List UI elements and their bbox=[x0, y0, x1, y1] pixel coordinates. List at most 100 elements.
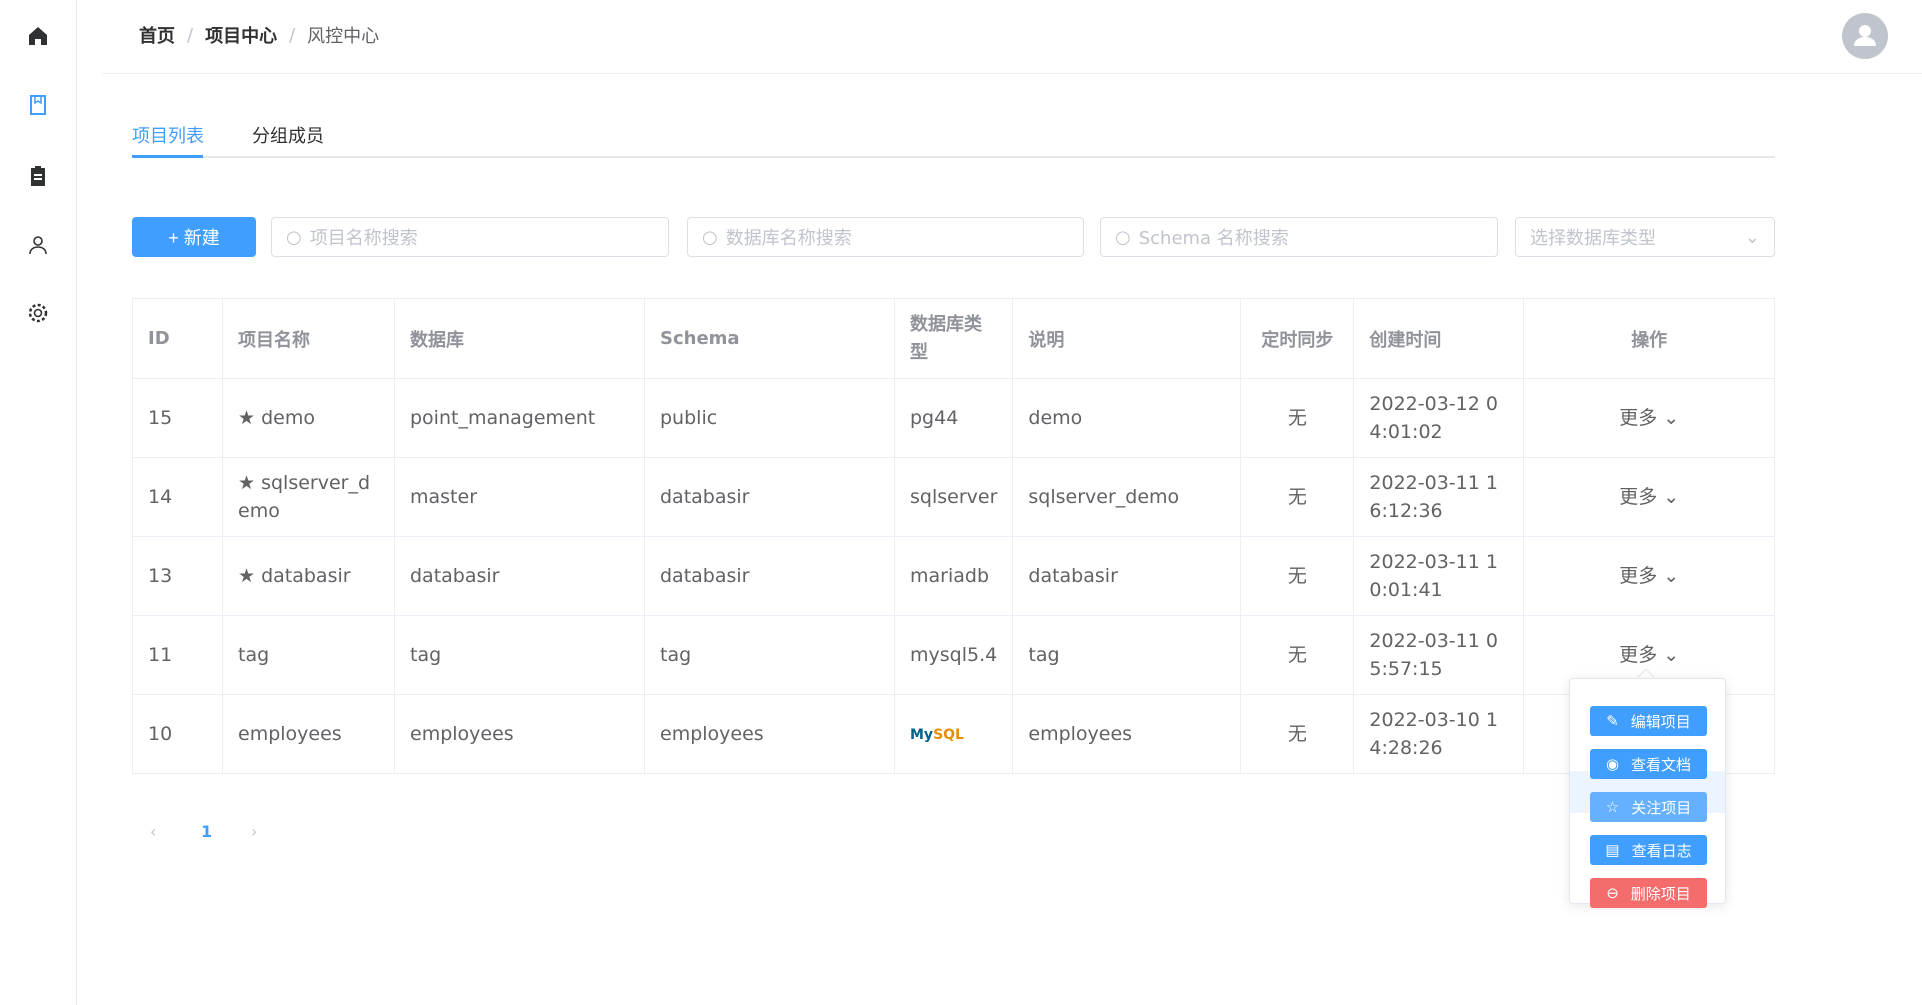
cell-id: 11 bbox=[132, 615, 223, 695]
tab-active-bar bbox=[132, 155, 203, 158]
eye-icon: ◉ bbox=[1605, 756, 1620, 773]
cell-db-type: mysql5.4 bbox=[910, 644, 998, 666]
chevron-down-icon: ⌄ bbox=[1744, 226, 1760, 248]
dropdown-item-document[interactable]: ▤ 查看日志 bbox=[1590, 835, 1707, 865]
project-table: ID 项目名称 数据库 Schema 数据库类型 说明 定时同步 创建时间 操作… bbox=[132, 298, 1775, 774]
remove-icon: ⊖ bbox=[1606, 885, 1619, 902]
header-schema: Schema bbox=[644, 298, 895, 379]
page-1[interactable]: 1 bbox=[201, 822, 213, 841]
avatar[interactable] bbox=[1842, 13, 1888, 59]
cell-database: point_management bbox=[394, 378, 645, 458]
home-icon[interactable] bbox=[26, 24, 50, 48]
cell-sync: 无 bbox=[1240, 457, 1355, 537]
project-name-search-input[interactable]: ○ 项目名称搜索 bbox=[271, 217, 669, 257]
cell-created: 2022-03-11 10:01:41 bbox=[1353, 536, 1525, 616]
sidebar bbox=[0, 0, 77, 1005]
cell-database: master bbox=[394, 457, 645, 537]
table-row: 10 employees employees employees MySQL employ… bbox=[132, 694, 1775, 774]
search-icon: ○ bbox=[286, 226, 302, 248]
cell-id: 13 bbox=[132, 536, 223, 616]
star-icon: ★ bbox=[238, 472, 262, 494]
cell-database: tag bbox=[394, 615, 645, 695]
cell-created: 2022-03-11 05:57:15 bbox=[1353, 615, 1525, 695]
header-created: 创建时间 bbox=[1353, 298, 1525, 379]
table-row: 15 ★ demo point_management public pg44 demo 无 2… bbox=[132, 378, 1775, 458]
clipboard-icon[interactable] bbox=[26, 164, 50, 188]
cell-created: 2022-03-12 04:01:02 bbox=[1353, 378, 1525, 458]
schema-name-search-input[interactable]: ○ Schema 名称搜索 bbox=[1100, 217, 1498, 257]
header-name: 项目名称 bbox=[222, 298, 395, 379]
cell-created: 2022-03-10 14:28:26 bbox=[1353, 694, 1525, 774]
cell-created: 2022-03-11 16:12:36 bbox=[1353, 457, 1525, 537]
tabs: 项目列表 分组成员 bbox=[132, 118, 1775, 158]
cell-desc: sqlserver_demo bbox=[1012, 457, 1242, 537]
edit-icon: ✎ bbox=[1606, 713, 1619, 730]
cell-desc: tag bbox=[1012, 615, 1242, 695]
cell-id: 14 bbox=[132, 457, 223, 537]
cell-db-type: mariadb bbox=[910, 565, 990, 587]
header-actions: 操作 bbox=[1523, 298, 1775, 379]
cell-id: 10 bbox=[132, 694, 223, 774]
tab-project-list[interactable]: 项目列表 bbox=[132, 126, 204, 147]
cell-schema: employees bbox=[644, 694, 895, 774]
star-icon: ☆ bbox=[1605, 799, 1620, 816]
user-avatar-icon bbox=[1854, 25, 1876, 46]
cell-name[interactable]: employees bbox=[222, 694, 395, 774]
next-page-button[interactable]: › bbox=[251, 822, 258, 841]
more-dropdown-button[interactable]: 更多 ⌄ bbox=[1619, 565, 1680, 587]
header-database: 数据库 bbox=[394, 298, 645, 379]
header-desc: 说明 bbox=[1012, 298, 1242, 379]
more-dropdown-button[interactable]: 更多 ⌄ bbox=[1619, 644, 1680, 666]
mysql-logo: MySQL bbox=[910, 727, 964, 743]
cell-name[interactable]: tag bbox=[222, 615, 395, 695]
database-name-search-input[interactable]: ○ 数据库名称搜索 bbox=[687, 217, 1084, 257]
dropdown-item-edit[interactable]: ✎ 编辑项目 bbox=[1590, 706, 1707, 736]
cell-name[interactable]: ★ databasir bbox=[222, 536, 395, 616]
cell-id: 15 bbox=[132, 378, 223, 458]
search-icon: ○ bbox=[702, 226, 718, 248]
table-row: 14 ★ sqlserver_demo master databasir sqlserv… bbox=[132, 457, 1775, 537]
tab-group-members[interactable]: 分组成员 bbox=[252, 126, 324, 147]
breadcrumb: 首页 / 项目中心 / 风控中心 bbox=[139, 22, 379, 48]
cell-db-type: sqlserver bbox=[910, 486, 998, 508]
table-row: 11 tag tag tag mysql5.4 tag 无 2022-03-11 05:57:… bbox=[132, 615, 1775, 695]
cell-schema: tag bbox=[644, 615, 895, 695]
more-dropdown-button[interactable]: 更多 ⌄ bbox=[1619, 407, 1680, 429]
cell-desc: demo bbox=[1012, 378, 1242, 458]
breadcrumb-project-center[interactable]: 项目中心 bbox=[205, 26, 278, 47]
dropdown-item-remove[interactable]: ⊖ 删除项目 bbox=[1590, 878, 1707, 908]
header-sync: 定时同步 bbox=[1240, 298, 1355, 379]
cell-db-type: pg44 bbox=[910, 407, 959, 429]
cell-sync: 无 bbox=[1240, 378, 1355, 458]
table-row: 13 ★ databasir databasir databasir mariadb da… bbox=[132, 536, 1775, 616]
prev-page-button[interactable]: ‹ bbox=[150, 822, 157, 841]
cell-name[interactable]: ★ demo bbox=[222, 378, 395, 458]
star-icon: ★ bbox=[238, 407, 262, 429]
header-db-type: 数据库类型 bbox=[893, 298, 1014, 379]
breadcrumb-home[interactable]: 首页 bbox=[139, 26, 175, 47]
header-divider bbox=[102, 73, 1922, 74]
new-project-button[interactable]: + 新建 bbox=[132, 217, 256, 257]
more-dropdown-button[interactable]: 更多 ⌄ bbox=[1619, 486, 1680, 508]
dropdown-item-eye[interactable]: ◉ 查看文档 bbox=[1590, 749, 1707, 779]
header-id: ID bbox=[132, 298, 223, 379]
cell-sync: 无 bbox=[1240, 694, 1355, 774]
cell-schema: public bbox=[644, 378, 895, 458]
user-icon[interactable] bbox=[26, 233, 50, 257]
cell-sync: 无 bbox=[1240, 536, 1355, 616]
cell-schema: databasir bbox=[644, 536, 895, 616]
book-icon[interactable] bbox=[26, 93, 50, 117]
gear-icon[interactable] bbox=[26, 301, 50, 325]
cell-desc: databasir bbox=[1012, 536, 1242, 616]
cell-desc: employees bbox=[1012, 694, 1242, 774]
more-dropdown-menu: ✎ 编辑项目 ◉ 查看文档 ☆ 关注项目 ▤ 查看日志 ⊖ 删除项目 bbox=[1569, 678, 1726, 908]
database-type-select[interactable]: 选择数据库类型 ⌄ bbox=[1515, 217, 1775, 257]
cell-sync: 无 bbox=[1240, 615, 1355, 695]
star-icon: ★ bbox=[238, 565, 262, 587]
search-icon: ○ bbox=[1115, 226, 1131, 248]
cell-name[interactable]: ★ sqlserver_demo bbox=[222, 457, 395, 537]
cell-database: databasir bbox=[394, 536, 645, 616]
breadcrumb-current: 风控中心 bbox=[307, 26, 380, 47]
dropdown-item-star[interactable]: ☆ 关注项目 bbox=[1590, 792, 1707, 822]
document-icon: ▤ bbox=[1605, 842, 1620, 859]
